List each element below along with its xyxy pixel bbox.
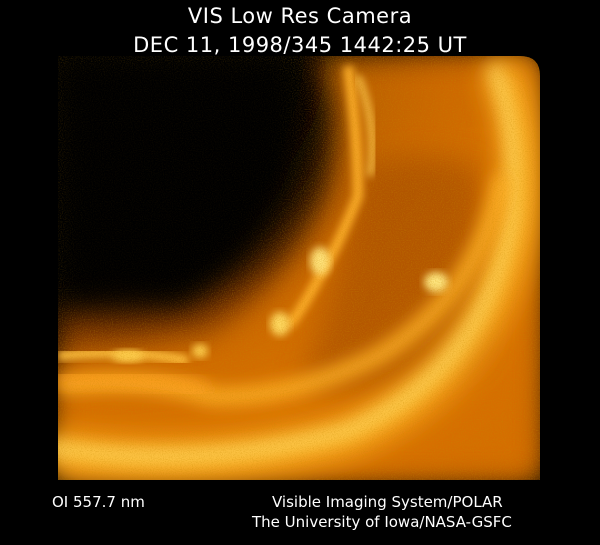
image-title: VIS Low Res Camera [187,4,413,28]
institution-credit: The University of Iowa/NASA-GSFC [252,513,512,531]
image-timestamp: DEC 11, 1998/345 1442:25 UT [133,33,467,57]
instrument-credit: Visible Imaging System/POLAR [272,493,503,511]
aurora-image [58,56,540,480]
filter-wavelength-label: OI 557.7 nm [52,493,145,511]
